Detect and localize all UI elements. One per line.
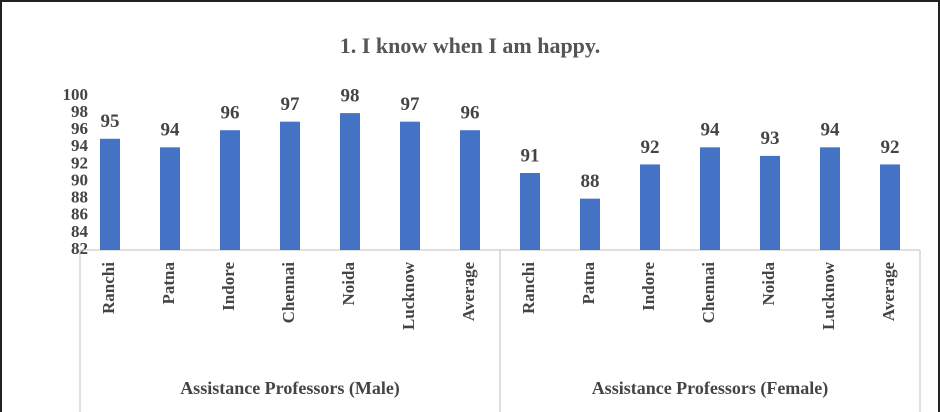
x-tick-label: Average [459, 262, 478, 322]
y-tick-label: 82 [71, 239, 88, 258]
data-label: 95 [101, 111, 120, 132]
y-tick-label: 98 [71, 102, 88, 121]
x-tick-label: Indore [639, 262, 658, 311]
x-tick-label: Ranchi [519, 262, 538, 314]
bar [760, 155, 780, 250]
y-tick-label: 100 [63, 85, 89, 104]
bar [280, 121, 300, 251]
x-tick-label: Chennai [699, 262, 718, 324]
data-label: 96 [461, 103, 480, 124]
y-tick-label: 84 [71, 222, 89, 241]
data-label: 94 [701, 120, 721, 141]
data-label: 94 [821, 120, 841, 141]
data-label: 88 [581, 171, 600, 192]
data-label: 97 [281, 94, 301, 115]
y-tick-label: 92 [71, 153, 88, 172]
data-label: 96 [221, 103, 240, 124]
bar [820, 147, 840, 250]
x-tick-label: Noida [339, 262, 358, 306]
x-tick-label: Ranchi [99, 262, 118, 314]
x-tick-label: Indore [219, 262, 238, 311]
bar [640, 164, 660, 250]
group-label: Assistance Professors (Male) [180, 378, 400, 399]
x-tick-label: Patna [159, 262, 178, 305]
y-tick-label: 88 [71, 188, 88, 207]
x-tick-label: Noida [759, 262, 778, 306]
x-tick-label: Lucknow [399, 261, 418, 330]
bar [220, 130, 240, 250]
x-tick-label: Lucknow [819, 261, 838, 330]
bar [880, 164, 900, 250]
y-tick-label: 94 [71, 136, 89, 155]
chart-title: 1. I know when I am happy. [340, 33, 600, 58]
bar [100, 138, 120, 250]
group-label: Assistance Professors (Female) [592, 378, 829, 399]
data-label: 92 [641, 137, 660, 158]
data-label: 92 [881, 137, 900, 158]
y-tick-label: 90 [71, 170, 88, 189]
y-tick-label: 86 [71, 205, 88, 224]
bar [400, 121, 420, 251]
data-label: 98 [341, 85, 360, 106]
data-label: 91 [521, 145, 540, 166]
bar [460, 130, 480, 250]
data-label: 93 [761, 128, 780, 149]
bar [580, 198, 600, 250]
bar [520, 173, 540, 250]
x-tick-label: Average [879, 262, 898, 322]
data-label: 97 [401, 94, 421, 115]
x-tick-label: Patna [579, 262, 598, 305]
data-label: 94 [161, 120, 181, 141]
x-tick-label: Chennai [279, 262, 298, 324]
bar [160, 147, 180, 250]
bar [700, 147, 720, 250]
y-tick-label: 96 [71, 119, 88, 138]
bar [340, 113, 360, 250]
